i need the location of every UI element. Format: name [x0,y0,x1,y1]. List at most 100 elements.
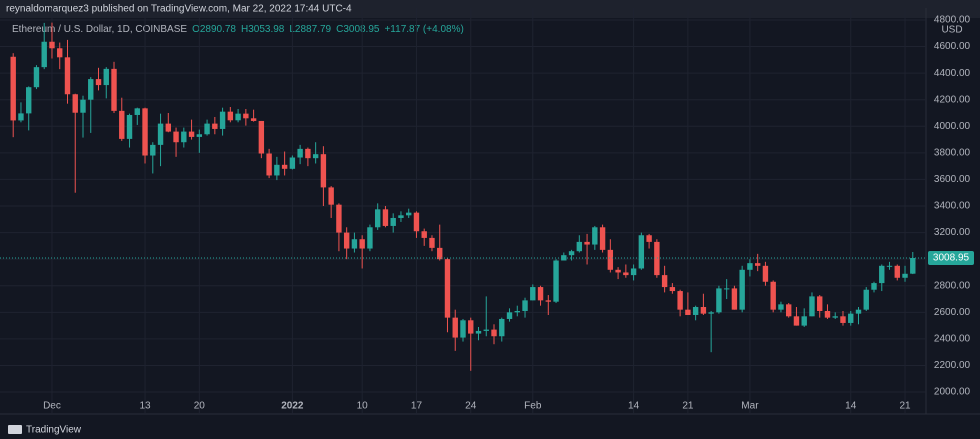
candle-body [723,288,730,290]
candle-body [879,265,885,284]
candle-body [817,296,823,311]
attribution: reynaldomarquez3 published on TradingVie… [6,4,352,15]
candle-body [716,288,722,313]
candle-body [328,187,334,205]
y-tick-label: 2000.00 [934,387,971,398]
candle-body [530,287,536,301]
candle-body [700,307,707,314]
candle-body [669,287,676,292]
candle-body [607,249,614,270]
candle-body [630,268,637,276]
y-tick-label: 2600.00 [934,307,971,318]
x-tick-label: Feb [524,401,542,412]
candle-body [398,215,404,218]
candle-body [305,148,311,159]
footer [0,419,980,439]
candle-body [886,265,893,267]
y-tick-label: 2200.00 [934,360,971,371]
candle-body [367,227,373,249]
candle-body [150,144,156,156]
candle-body [855,309,862,314]
candle-body [266,153,272,176]
y-tick-label: 2400.00 [934,334,971,345]
candle-body [359,239,365,249]
candle-body [483,329,489,331]
candle-body [111,68,117,111]
candle-body [499,318,505,337]
candle-body [894,265,900,278]
legend-symbol: Ethereum / U.S. Dollar, 1D, COINBASE [12,24,187,35]
candle-body [351,239,358,249]
candle-body [250,118,257,121]
candle-body [80,99,86,113]
candle-body [661,275,668,288]
candle-body [64,57,71,95]
legend-open: O2890.78 [192,24,236,35]
y-tick-label: 4800.00 [934,15,971,26]
candle-body [460,320,466,338]
candle-body [568,251,575,256]
candle-body [157,123,164,145]
candle-body [692,307,699,315]
grid [0,8,926,414]
candle-body [491,329,497,337]
candle-body [243,113,249,119]
candle-body [281,164,288,169]
candle-body [514,310,520,313]
candle-body [685,309,691,315]
candle-body [336,204,342,233]
candle-body [762,265,769,282]
candle-body [677,291,683,310]
candle-body [739,269,745,310]
candle-body [390,217,396,226]
x-tick-label: 21 [899,401,911,412]
candle-body [219,111,226,129]
candle-body [181,131,187,143]
price-label: 3008.95 [933,253,970,264]
candle-body [623,272,629,276]
candle-body [95,79,102,86]
candle-body [173,131,179,143]
candle-body [421,231,427,238]
candle-body [452,317,458,338]
candle-body [910,257,916,274]
x-tick-label: 14 [628,401,640,412]
candle-body [320,154,327,188]
candle-body [103,68,109,86]
candle-body [615,269,621,273]
candle-body [204,123,210,135]
x-tick-label: 17 [411,401,423,412]
candle-body [592,227,598,245]
y-tick-label: 3600.00 [934,174,971,185]
y-tick-label: 3400.00 [934,201,971,212]
candle-body [793,316,800,326]
candle-body [343,232,350,249]
candle-body [18,113,24,121]
candle-body [274,164,280,176]
legend-high: H3053.98 [241,24,285,35]
candle-body [413,212,420,232]
brand-logo [8,425,22,434]
candle-body [731,288,738,310]
candle-body [553,260,559,302]
candle-body [778,304,784,310]
candle-body [437,247,443,260]
price-label-box [928,250,974,265]
candle-body [537,287,544,301]
candle-body [49,41,55,49]
y-tick-label: 3800.00 [934,147,971,158]
candle-body [258,120,265,154]
x-tick-label: 10 [357,401,369,412]
y-tick-label: 3200.00 [934,227,971,238]
legend-change: +117.87 (+4.08%) [384,24,463,35]
candle-body [235,113,241,121]
y-tick-label: 4200.00 [934,94,971,105]
candle-body [646,235,652,242]
x-tick-label: 24 [465,401,477,412]
candle-body [312,154,319,159]
candle-body [33,67,40,88]
candle-body [227,111,234,121]
candle-body [444,259,451,318]
